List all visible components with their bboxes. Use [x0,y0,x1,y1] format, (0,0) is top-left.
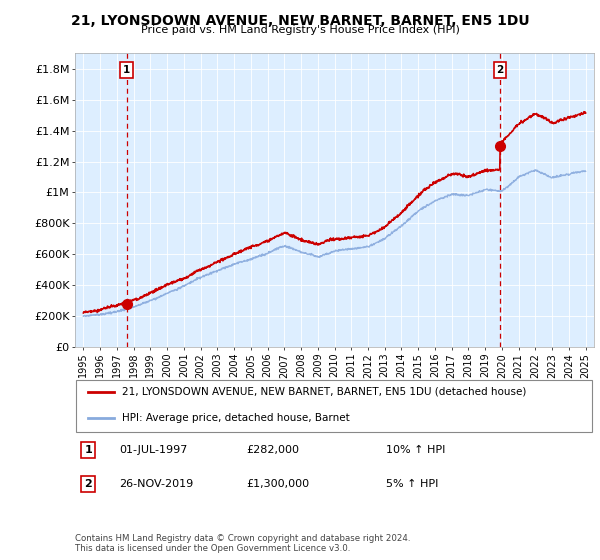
Text: £1,300,000: £1,300,000 [246,479,310,489]
Text: 1: 1 [85,445,92,455]
FancyBboxPatch shape [76,380,592,432]
Text: 01-JUL-1997: 01-JUL-1997 [119,445,187,455]
Text: 21, LYONSDOWN AVENUE, NEW BARNET, BARNET, EN5 1DU (detached house): 21, LYONSDOWN AVENUE, NEW BARNET, BARNET… [122,387,526,397]
Text: Price paid vs. HM Land Registry's House Price Index (HPI): Price paid vs. HM Land Registry's House … [140,25,460,35]
Text: 5% ↑ HPI: 5% ↑ HPI [386,479,439,489]
Text: HPI: Average price, detached house, Barnet: HPI: Average price, detached house, Barn… [122,413,349,423]
Text: 1: 1 [123,65,130,75]
Text: 26-NOV-2019: 26-NOV-2019 [119,479,193,489]
Text: 10% ↑ HPI: 10% ↑ HPI [386,445,446,455]
Text: 2: 2 [85,479,92,489]
Text: Contains HM Land Registry data © Crown copyright and database right 2024.
This d: Contains HM Land Registry data © Crown c… [75,534,410,553]
Text: 2: 2 [497,65,504,75]
Text: £282,000: £282,000 [246,445,299,455]
Text: 21, LYONSDOWN AVENUE, NEW BARNET, BARNET, EN5 1DU: 21, LYONSDOWN AVENUE, NEW BARNET, BARNET… [71,14,529,28]
